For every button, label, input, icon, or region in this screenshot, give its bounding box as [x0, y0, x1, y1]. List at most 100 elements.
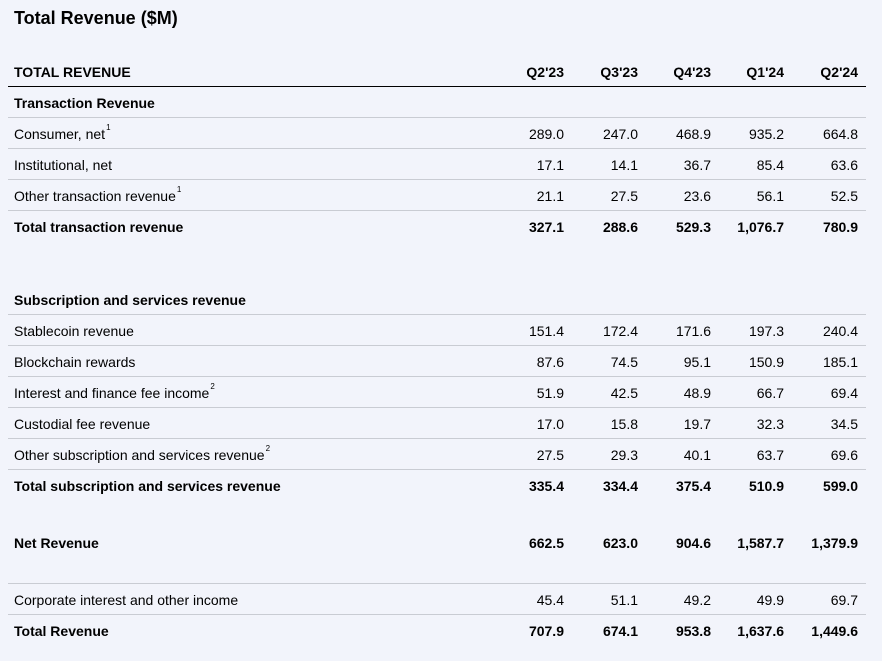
cell-value: 27.5	[610, 188, 638, 204]
footnote-marker: 1	[106, 123, 111, 132]
row-label: Other transaction revenue1	[14, 185, 182, 204]
column-header: Q4'23	[673, 64, 711, 80]
cell-value: 335.4	[528, 478, 564, 494]
cell-value: 15.8	[610, 416, 638, 432]
cell-value: 664.8	[822, 126, 858, 142]
cell-value: 1,637.6	[737, 623, 784, 639]
cell-value: 27.5	[536, 447, 564, 463]
page-title: Total Revenue ($M)	[14, 8, 178, 28]
table-row: Corporate interest and other income 45.4…	[8, 584, 866, 615]
cell-value: 674.1	[602, 623, 638, 639]
column-header: Q2'23	[526, 64, 564, 80]
cell-value: 247.0	[602, 126, 638, 142]
section-header-row: Transaction Revenue	[8, 87, 866, 118]
cell-value: 49.2	[683, 592, 711, 608]
cell-value: 56.1	[756, 188, 784, 204]
cell-value: 707.9	[528, 623, 564, 639]
cell-value: 510.9	[748, 478, 784, 494]
cell-value: 85.4	[756, 157, 784, 173]
cell-value: 1,449.6	[811, 623, 858, 639]
row-label: Blockchain rewards	[14, 354, 136, 370]
cell-value: 69.6	[830, 447, 858, 463]
cell-value: 14.1	[610, 157, 638, 173]
cell-value: 599.0	[822, 478, 858, 494]
row-label: Net Revenue	[14, 535, 99, 551]
cell-value: 66.7	[756, 385, 784, 401]
cell-value: 935.2	[748, 126, 784, 142]
cell-value: 780.9	[822, 219, 858, 235]
section-spacer	[8, 242, 866, 284]
cell-value: 1,587.7	[737, 535, 784, 551]
cell-value: 49.9	[756, 592, 784, 608]
cell-value: 334.4	[602, 478, 638, 494]
cell-value: 904.6	[675, 535, 711, 551]
cell-value: 151.4	[528, 323, 564, 339]
column-header: Q3'23	[600, 64, 638, 80]
cell-value: 17.1	[536, 157, 564, 173]
cell-value: 42.5	[610, 385, 638, 401]
row-label: Institutional, net	[14, 157, 113, 173]
section-header-row: Subscription and services revenue	[8, 284, 866, 315]
cell-value: 40.1	[683, 447, 711, 463]
row-label: Interest and finance fee income2	[14, 382, 215, 401]
cell-value: 36.7	[683, 157, 711, 173]
total-row: Total subscription and services revenue …	[8, 470, 866, 501]
revenue-table: TOTAL REVENUE Q2'23 Q3'23 Q4'23 Q1'24 Q2…	[8, 57, 866, 646]
row-label: Total subscription and services revenue	[14, 478, 281, 494]
cell-value: 662.5	[528, 535, 564, 551]
table-row: Consumer, net1 289.0 247.0 468.9 935.2 6…	[8, 118, 866, 149]
net-revenue-row: Net Revenue 662.5 623.0 904.6 1,587.7 1,…	[8, 527, 866, 558]
cell-value: 87.6	[536, 354, 564, 370]
cell-value: 623.0	[602, 535, 638, 551]
cell-value: 185.1	[822, 354, 858, 370]
total-row: Total transaction revenue 327.1 288.6 52…	[8, 211, 866, 242]
table-row: Custodial fee revenue 17.0 15.8 19.7 32.…	[8, 408, 866, 439]
cell-value: 327.1	[528, 219, 564, 235]
cell-value: 172.4	[602, 323, 638, 339]
cell-value: 69.4	[830, 385, 858, 401]
total-revenue-row: Total Revenue 707.9 674.1 953.8 1,637.6 …	[8, 615, 866, 646]
row-label: Other subscription and services revenue2	[14, 444, 271, 463]
row-label: Total Revenue	[14, 623, 109, 639]
cell-value: 51.1	[610, 592, 638, 608]
cell-value: 34.5	[830, 416, 858, 432]
table-header-row: TOTAL REVENUE Q2'23 Q3'23 Q4'23 Q1'24 Q2…	[8, 57, 866, 87]
footnote-marker: 1	[176, 185, 182, 194]
footnote-marker: 2	[265, 444, 271, 453]
column-header: Q2'24	[820, 64, 858, 80]
cell-value: 51.9	[536, 385, 564, 401]
cell-value: 197.3	[748, 323, 784, 339]
cell-value: 52.5	[830, 188, 858, 204]
cell-value: 21.1	[536, 188, 564, 204]
section-spacer	[8, 501, 866, 527]
cell-value: 288.6	[602, 219, 638, 235]
table-row: Stablecoin revenue 151.4 172.4 171.6 197…	[8, 315, 866, 346]
cell-value: 1,076.7	[737, 219, 784, 235]
cell-value: 17.0	[536, 416, 564, 432]
cell-value: 1,379.9	[811, 535, 858, 551]
row-label: Custodial fee revenue	[14, 416, 151, 432]
cell-value: 95.1	[683, 354, 711, 370]
table-row: Institutional, net 17.1 14.1 36.7 85.4 6…	[8, 149, 866, 180]
cell-value: 69.7	[830, 592, 858, 608]
footnote-marker: 2	[210, 382, 215, 391]
cell-value: 150.9	[748, 354, 784, 370]
header-label: TOTAL REVENUE	[14, 64, 131, 80]
table-row: Blockchain rewards 87.6 74.5 95.1 150.9 …	[8, 346, 866, 377]
row-label: Stablecoin revenue	[14, 323, 134, 339]
cell-value: 48.9	[683, 385, 711, 401]
cell-value: 289.0	[528, 126, 564, 142]
section-spacer	[8, 558, 866, 584]
cell-value: 529.3	[675, 219, 711, 235]
row-label: Corporate interest and other income	[14, 592, 239, 608]
cell-value: 468.9	[675, 126, 711, 142]
table-row: Other subscription and services revenue2…	[8, 439, 866, 470]
section-label: Transaction Revenue	[14, 95, 155, 111]
row-label: Consumer, net1	[14, 123, 111, 142]
table-row: Other transaction revenue1 21.1 27.5 23.…	[8, 180, 866, 211]
cell-value: 19.7	[683, 416, 711, 432]
column-header: Q1'24	[746, 64, 784, 80]
cell-value: 29.3	[610, 447, 638, 463]
cell-value: 953.8	[675, 623, 711, 639]
cell-value: 74.5	[610, 354, 638, 370]
